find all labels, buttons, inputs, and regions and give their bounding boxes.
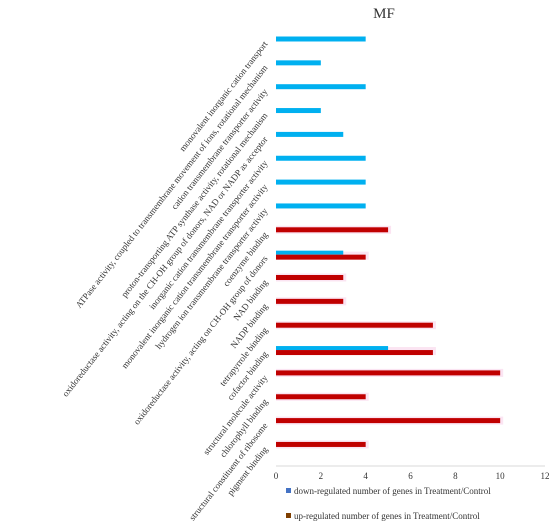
up-regulated-bar (276, 394, 366, 400)
up-regulated-bar (276, 370, 501, 376)
legend-swatch-down (286, 488, 291, 493)
down-regulated-bar (276, 84, 366, 90)
up-regulated-bar (276, 227, 389, 233)
bars-layer (276, 36, 504, 449)
x-tick-label: 6 (408, 471, 413, 481)
down-regulated-bar (276, 60, 321, 66)
category-label: structural constituent of ribosome (187, 421, 270, 523)
legend-label-down: down-regulated number of genes in Treatm… (294, 486, 491, 496)
up-regulated-bar (276, 418, 501, 424)
legend-label-up: up-regulated number of genes in Treatmen… (294, 511, 480, 521)
x-tick-label: 0 (274, 471, 279, 481)
down-regulated-bar (276, 108, 321, 114)
x-tick-label: 10 (496, 471, 506, 481)
down-regulated-bar (276, 131, 344, 137)
down-regulated-bar (276, 36, 366, 42)
down-regulated-bar (276, 250, 344, 255)
x-tick-label: 8 (453, 471, 458, 481)
x-tick-label: 4 (363, 471, 368, 481)
down-regulated-bar (276, 155, 366, 161)
legend-swatch-up (286, 513, 291, 518)
up-regulated-bar (276, 254, 366, 260)
up-regulated-bar (276, 441, 366, 447)
up-regulated-bar (276, 350, 433, 356)
up-regulated-bar (276, 275, 344, 280)
legend: down-regulated number of genes in Treatm… (286, 486, 491, 521)
down-regulated-bar (276, 346, 389, 351)
up-regulated-bar (276, 298, 344, 304)
x-tick-label: 12 (541, 471, 550, 481)
chart-title: MF (373, 6, 395, 22)
down-regulated-bar (276, 203, 366, 209)
category-labels: monovalent inorganic cation transportATP… (60, 39, 270, 523)
down-regulated-bar (276, 179, 366, 185)
x-axis: 0 2 4 6 8 10 12 (274, 465, 550, 481)
x-tick-label: 2 (319, 471, 324, 481)
up-regulated-bar (276, 322, 433, 328)
